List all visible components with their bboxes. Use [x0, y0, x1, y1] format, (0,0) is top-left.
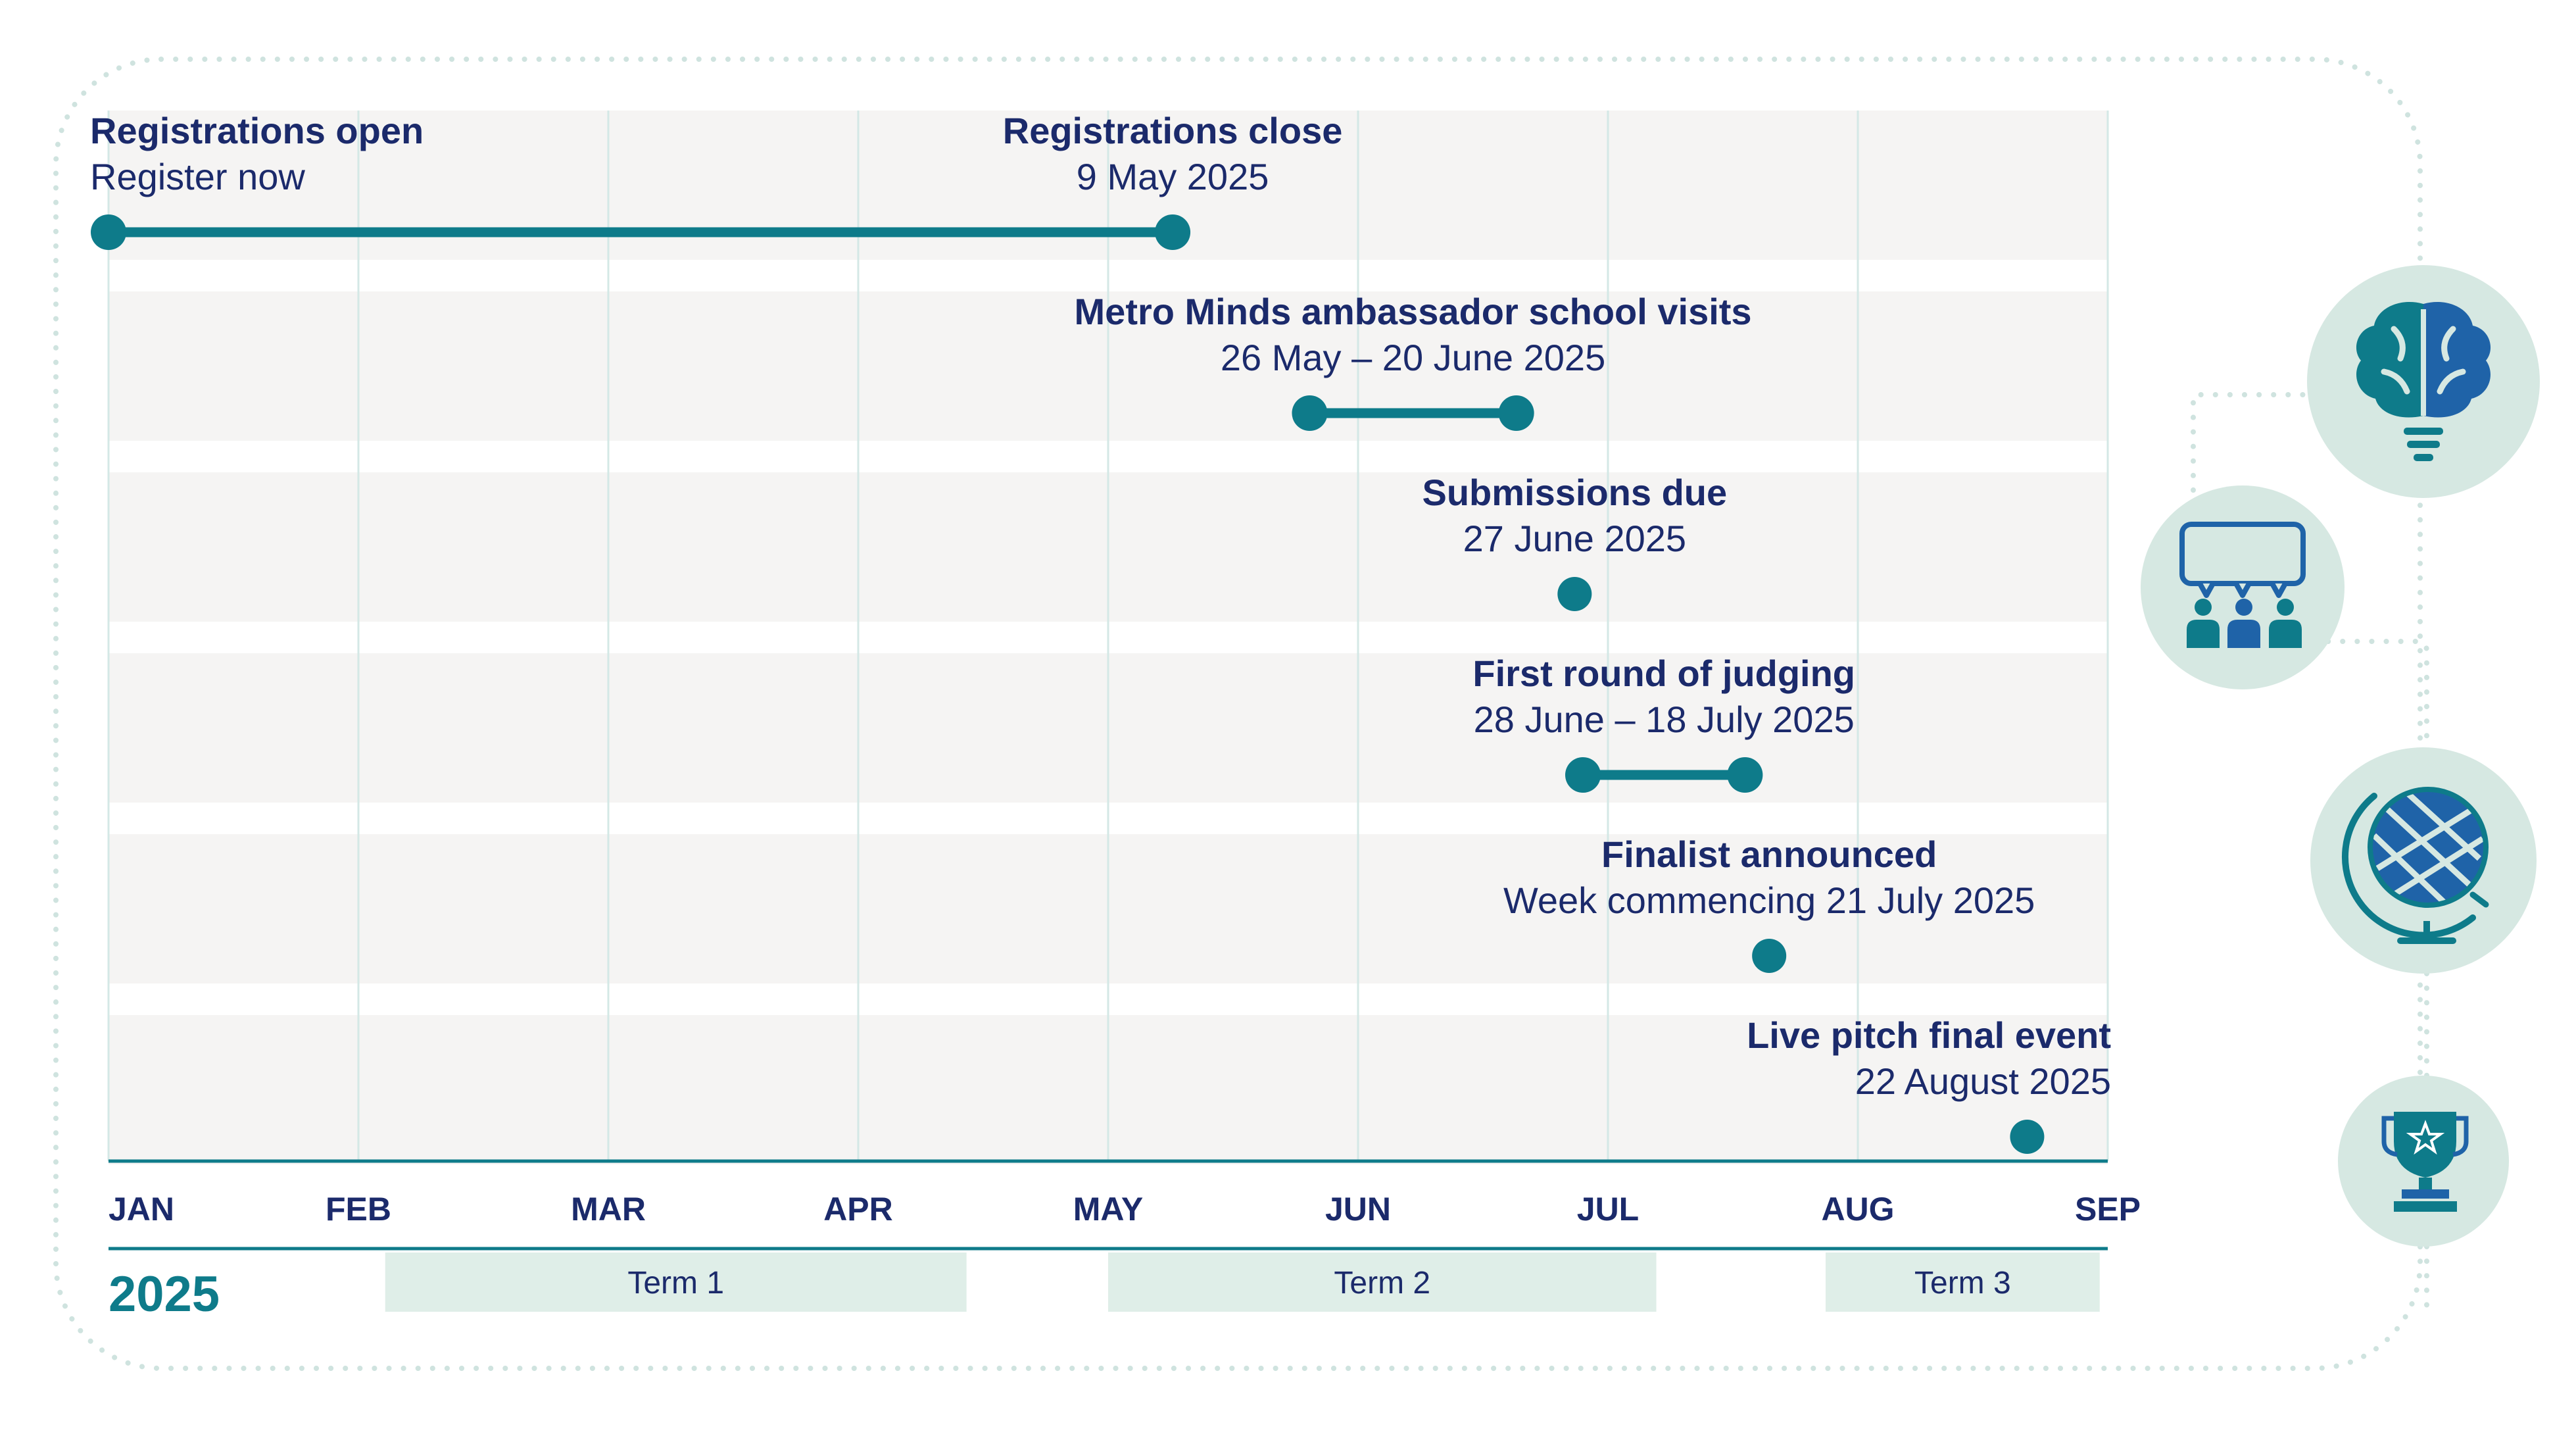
dotted-frame	[53, 57, 2423, 1371]
event-labels: Registrations open Register now Registrati…	[90, 110, 2111, 1102]
event-title: Finalist announced	[1601, 833, 1937, 875]
month-tick-label: JUL	[1577, 1191, 1639, 1228]
event-date: Week commencing 21 July 2025	[1503, 880, 2035, 921]
month-tick-label: JAN	[109, 1191, 174, 1228]
month-gridlines	[107, 111, 2109, 1161]
term-bands: Term 1 Term 2 Term 3	[109, 1247, 2108, 1312]
range-end-dot	[1498, 395, 1534, 431]
term-band	[1825, 1253, 2100, 1312]
month-tick-label: AUG	[1821, 1191, 1894, 1228]
range-start-dot	[91, 214, 126, 250]
event-date: 26 May – 20 June 2025	[1221, 337, 1605, 378]
event-date: 22 August 2025	[1855, 1060, 2111, 1102]
event-title: Live pitch final event	[1747, 1014, 2111, 1056]
term-label: Term 3	[1914, 1266, 2011, 1301]
milestone-dot	[1557, 577, 1592, 611]
presentation-audience-icon	[2141, 485, 2345, 689]
event-title: Registrations close	[1003, 110, 1343, 151]
month-tick-label: MAY	[1073, 1191, 1144, 1228]
term-label: Term 2	[1334, 1266, 1430, 1301]
event-title: Metro Minds ambassador school visits	[1075, 291, 1752, 332]
event-title: First round of judging	[1472, 653, 1855, 694]
year-label: 2025	[109, 1266, 220, 1322]
globe-icon	[2310, 747, 2537, 974]
trophy-icon	[2338, 1076, 2509, 1247]
timeline-marks	[91, 214, 2045, 1154]
milestone-dot	[2010, 1120, 2045, 1154]
milestone-dot	[1752, 939, 1787, 973]
icon-connectors	[2191, 392, 2429, 1318]
range-end-dot	[1727, 757, 1763, 793]
range-start-dot	[1565, 757, 1601, 793]
event-title: Registrations open	[90, 110, 424, 151]
event-date: 28 June – 18 July 2025	[1474, 699, 1855, 740]
event-date: 27 June 2025	[1463, 518, 1686, 559]
month-tick-label: FEB	[326, 1191, 391, 1228]
term-label: Term 1	[627, 1266, 724, 1301]
month-tick-label: JUN	[1325, 1191, 1391, 1228]
month-tick-label: SEP	[2075, 1191, 2141, 1228]
term-band	[1108, 1253, 1657, 1312]
range-start-dot	[1292, 395, 1328, 431]
event-title: Submissions due	[1422, 472, 1728, 513]
x-axis: JAN FEB MAR APR MAY JUN JUL AUG SEP	[109, 1159, 2141, 1228]
month-tick-label: MAR	[571, 1191, 646, 1228]
range-end-dot	[1155, 214, 1191, 250]
event-date: 9 May 2025	[1077, 156, 1269, 197]
event-date: Register now	[90, 156, 305, 197]
brain-lightbulb-icon	[2307, 265, 2540, 498]
month-tick-label: APR	[823, 1191, 893, 1228]
term-band	[385, 1253, 967, 1312]
